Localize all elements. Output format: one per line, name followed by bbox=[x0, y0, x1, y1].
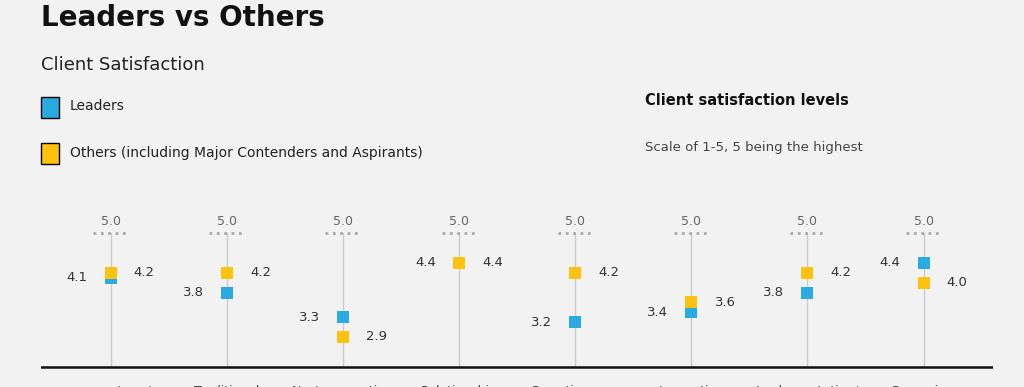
Text: 4.2: 4.2 bbox=[134, 266, 155, 279]
Point bbox=[800, 270, 816, 276]
Point bbox=[102, 275, 119, 281]
Text: 5.0: 5.0 bbox=[217, 216, 237, 228]
Text: 3.2: 3.2 bbox=[530, 316, 552, 329]
Text: 3.8: 3.8 bbox=[182, 286, 204, 299]
Text: 2.9: 2.9 bbox=[367, 330, 387, 344]
Text: 4.2: 4.2 bbox=[598, 266, 620, 279]
Text: 3.6: 3.6 bbox=[715, 296, 735, 309]
Point bbox=[567, 319, 584, 325]
Point bbox=[335, 314, 351, 320]
Text: 5.0: 5.0 bbox=[450, 216, 469, 228]
Text: 4.4: 4.4 bbox=[415, 257, 436, 269]
Text: 3.8: 3.8 bbox=[763, 286, 784, 299]
Text: 5.0: 5.0 bbox=[565, 216, 585, 228]
Text: Client satisfaction levels: Client satisfaction levels bbox=[645, 93, 849, 108]
Point bbox=[683, 309, 699, 315]
Text: 4.2: 4.2 bbox=[830, 266, 852, 279]
Point bbox=[451, 260, 467, 266]
Text: 4.2: 4.2 bbox=[250, 266, 271, 279]
Point bbox=[218, 289, 234, 296]
Text: 4.0: 4.0 bbox=[947, 276, 968, 289]
Point bbox=[800, 289, 816, 296]
Text: Scale of 1-5, 5 being the highest: Scale of 1-5, 5 being the highest bbox=[645, 141, 863, 154]
Point bbox=[567, 270, 584, 276]
Text: 4.1: 4.1 bbox=[67, 271, 87, 284]
Point bbox=[683, 299, 699, 305]
Text: 4.4: 4.4 bbox=[880, 257, 900, 269]
Point bbox=[218, 270, 234, 276]
Text: Leaders vs Others: Leaders vs Others bbox=[41, 4, 325, 32]
Text: Others (including Major Contenders and Aspirants): Others (including Major Contenders and A… bbox=[70, 146, 422, 160]
Text: Client Satisfaction: Client Satisfaction bbox=[41, 56, 205, 74]
Point bbox=[335, 334, 351, 340]
Text: Leaders: Leaders bbox=[70, 99, 125, 113]
Point bbox=[915, 260, 932, 266]
Text: 5.0: 5.0 bbox=[333, 216, 353, 228]
Point bbox=[451, 260, 467, 266]
Text: 4.4: 4.4 bbox=[482, 257, 503, 269]
Text: 5.0: 5.0 bbox=[100, 216, 121, 228]
Text: 5.0: 5.0 bbox=[913, 216, 934, 228]
Text: 3.4: 3.4 bbox=[647, 306, 668, 319]
Text: 5.0: 5.0 bbox=[798, 216, 817, 228]
Text: 5.0: 5.0 bbox=[681, 216, 701, 228]
Point bbox=[915, 279, 932, 286]
Text: 3.3: 3.3 bbox=[299, 311, 319, 324]
Point bbox=[102, 270, 119, 276]
